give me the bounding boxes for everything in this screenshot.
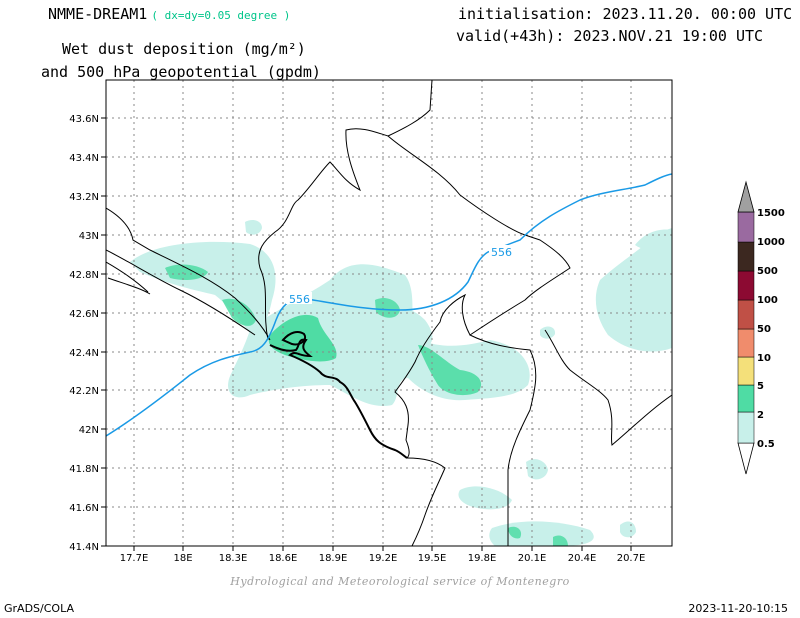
lat-label: 42.4N <box>69 348 99 359</box>
lon-label: 19.5E <box>418 553 447 564</box>
contour-label-556-a: 556 <box>289 293 310 306</box>
lake-skadar <box>281 331 306 346</box>
model-resolution: ( dx=dy=0.05 degree ) <box>151 9 291 22</box>
dust-area-south-3 <box>526 459 548 480</box>
lon-label: 18E <box>173 553 192 564</box>
legend-label: 500 <box>757 266 778 277</box>
valid-time: valid(+43h): 2023.NOV.21 19:00 UTC <box>456 27 764 45</box>
legend-label: 1000 <box>757 237 785 248</box>
border-albania-south <box>406 457 446 546</box>
variable-title-line1: Wet dust deposition (mg/m²) <box>62 40 306 58</box>
lat-tick-labels: 41.4N 41.6N 41.8N 42N 42.2N 42.4N 42.6N … <box>69 114 99 553</box>
legend-swatch-2 <box>737 384 755 413</box>
lat-label: 42.8N <box>69 270 99 281</box>
model-title: NMME-DREAM1( dx=dy=0.05 degree ) <box>48 5 290 23</box>
lon-label: 17.7E <box>120 553 149 564</box>
lat-lon-grid <box>106 80 672 546</box>
border-bosnia-croatia <box>106 207 271 341</box>
dust-area-small-e <box>540 326 556 339</box>
dust-core-north <box>375 298 400 318</box>
dust-core-south-1 <box>508 526 522 539</box>
dust-area-east-top <box>635 229 672 252</box>
legend-swatch-50 <box>737 299 755 330</box>
lon-tick-labels: 17.7E 18E 18.3E 18.6E 18.9E 19.2E 19.5E … <box>120 553 646 564</box>
lat-label: 43N <box>79 231 99 242</box>
legend-swatch-500 <box>737 241 755 272</box>
legend-label: 50 <box>757 324 771 335</box>
dust-area-south-2 <box>489 521 594 546</box>
lon-label: 19.2E <box>369 553 398 564</box>
lon-label: 20.1E <box>518 553 547 564</box>
coastline-montenegro <box>269 338 408 459</box>
contour-label-556-b: 556 <box>491 246 512 259</box>
lat-label: 41.6N <box>69 503 99 514</box>
color-legend: 0.5 2 5 10 50 100 500 1000 1500 <box>737 180 785 475</box>
legend-label: 100 <box>757 295 778 306</box>
border-croatia-sea <box>106 249 256 336</box>
software-label: GrADS/COLA <box>4 602 74 615</box>
legend-swatch-10 <box>737 328 755 358</box>
legend-bottom-arrow <box>737 442 755 475</box>
variable-title-line2: and 500 hPa geopotential (gpdm) <box>41 63 321 81</box>
dust-area-south-1 <box>458 486 512 510</box>
legend-label: 1500 <box>757 208 785 219</box>
axis-ticks <box>101 117 632 551</box>
legend-labels: 0.5 2 5 10 50 100 500 1000 1500 <box>757 208 785 450</box>
legend-label: 5 <box>757 381 764 392</box>
dust-area-small-nw <box>245 220 262 235</box>
geopotential-contour-556 <box>106 173 672 437</box>
lat-label: 42.2N <box>69 386 99 397</box>
legend-swatch-1000 <box>737 211 755 243</box>
render-timestamp: 2023-11-20-10:15 <box>688 602 788 615</box>
legend-label: 0.5 <box>757 439 775 450</box>
border-macedonia <box>544 329 672 446</box>
lat-label: 43.4N <box>69 153 99 164</box>
credit-line: Hydrological and Meteorological service … <box>230 575 570 588</box>
lon-label: 20.4E <box>568 553 597 564</box>
legend-label: 10 <box>757 353 771 364</box>
lon-label: 18.3E <box>219 553 248 564</box>
dust-core-coast-1 <box>222 298 256 326</box>
contour-labels: 556 556 <box>286 245 515 306</box>
dust-area-east <box>595 228 672 352</box>
initialisation-time: initialisation: 2023.11.20. 00:00 UTC <box>458 5 793 23</box>
legend-swatch-5 <box>737 356 755 386</box>
lon-label: 20.7E <box>617 553 646 564</box>
borders <box>106 80 672 546</box>
model-name: NMME-DREAM1 <box>48 5 148 23</box>
dust-core-east <box>418 345 482 396</box>
legend-swatch-100 <box>737 270 755 301</box>
lat-label: 43.6N <box>69 114 99 125</box>
lon-label: 18.6E <box>269 553 298 564</box>
lat-label: 43.2N <box>69 192 99 203</box>
border-montenegro-west <box>258 80 433 341</box>
lat-label: 41.8N <box>69 464 99 475</box>
dust-area-south-4 <box>620 521 636 538</box>
legend-top-arrow <box>737 180 755 213</box>
lat-label: 42N <box>79 425 99 436</box>
lon-label: 18.9E <box>319 553 348 564</box>
dust-core-south-2 <box>553 535 568 546</box>
lat-label: 42.6N <box>69 309 99 320</box>
croatia-islands <box>106 261 151 295</box>
lat-label: 41.4N <box>69 542 99 553</box>
lon-label: 19.8E <box>468 553 497 564</box>
dust-core-nw <box>165 264 208 280</box>
legend-swatch-0.5 <box>737 411 755 444</box>
legend-label: 2 <box>757 410 764 421</box>
border-albania-north <box>469 334 537 546</box>
border-serbia-kosovo <box>387 135 571 459</box>
